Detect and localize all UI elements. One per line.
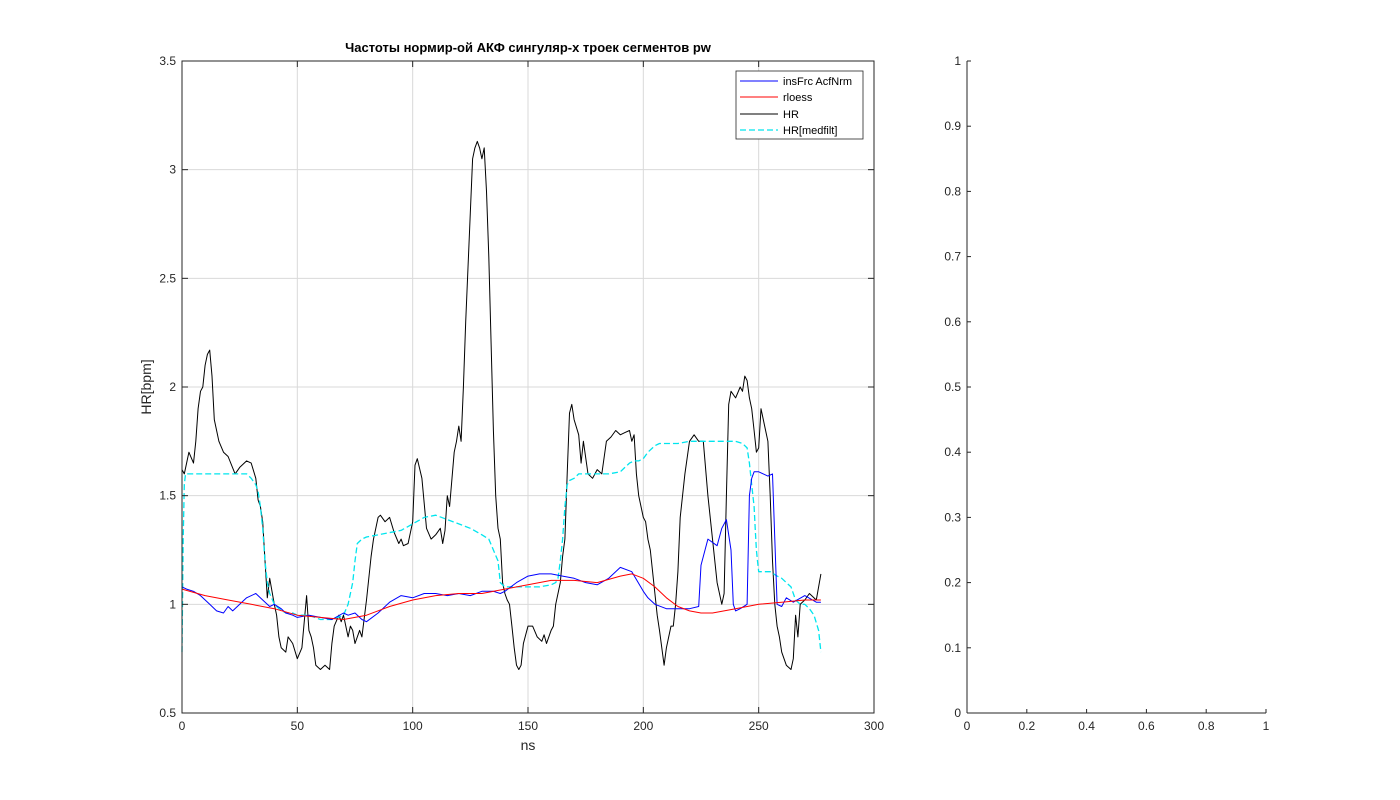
x-tick-label: 200 [633,719,653,733]
series-line-rloess [181,573,821,620]
secondary-axes: 0 0.2 0.4 0.6 0.8 1 0 0.1 0.2 0.3 0.4 0.5 0.6 0.7 0.8 0… [944,54,1269,733]
main-axes: 0 50 100 150 200 250 300 0.5 1 1.5 2 2.5 3 3.5 Частот… [138,40,884,753]
main-series [181,140,822,670]
secondary-y-tick-label: 0.6 [944,315,961,329]
secondary-x-tick-label: 1 [1263,719,1270,733]
y-axis-label: HR[bpm] [138,359,154,414]
series-line-insfrc-acfnrm [181,471,821,623]
secondary-x-tick-label: 0.4 [1078,719,1095,733]
legend-label-hr: HR [783,109,799,121]
main-grid [182,61,874,713]
x-tick-label: 100 [403,719,423,733]
y-tick-label: 1 [169,597,176,611]
secondary-y-tick-label: 0.3 [944,510,961,524]
secondary-x-tick-label: 0.2 [1018,719,1035,733]
secondary-y-tick-label: 0.4 [944,445,961,459]
secondary-plot-area [967,61,1266,713]
y-tick-label: 1.5 [159,489,176,503]
x-tick-label: 0 [179,719,186,733]
legend-label-insfrc: insFrc AcfNrm [783,76,852,88]
y-tick-label: 0.5 [159,706,176,720]
secondary-y-tick-label: 0.7 [944,250,961,264]
y-tick-label: 2.5 [159,271,176,285]
secondary-x-tick-label: 0.6 [1138,719,1155,733]
series-line-hr [181,140,822,670]
y-tick-label: 3.5 [159,54,176,68]
chart-title: Частоты нормир-ой АКФ сингуляр-х троек с… [345,40,712,55]
x-tick-label: 150 [518,719,538,733]
secondary-y-tick-label: 0.8 [944,184,961,198]
secondary-x-tick-label: 0 [964,719,971,733]
x-tick-label: 300 [864,719,884,733]
secondary-y-tick-label: 0.5 [944,380,961,394]
secondary-y-tick-label: 0.1 [944,641,961,655]
legend: insFrc AcfNrm rloess HR HR[medfilt] [735,70,864,140]
secondary-ticks: 0 0.2 0.4 0.6 0.8 1 0 0.1 0.2 0.3 0.4 0.5 0.6 0.7 0.8 0… [944,54,1269,733]
x-tick-label: 250 [749,719,769,733]
secondary-y-tick-label: 0 [954,706,961,720]
legend-box [735,70,864,140]
secondary-x-tick-label: 0.8 [1198,719,1215,733]
x-axis-label: ns [521,737,536,753]
secondary-y-tick-label: 1 [954,54,961,68]
secondary-y-tick-label: 0.2 [944,576,961,590]
legend-label-rloess: rloess [783,92,813,104]
main-ticks: 0 50 100 150 200 250 300 0.5 1 1.5 2 2.5 3 3.5 [159,54,884,733]
series-line-hr-medfilt [181,440,822,653]
secondary-y-tick-label: 0.9 [944,119,961,133]
y-tick-label: 3 [169,163,176,177]
y-tick-label: 2 [169,380,176,394]
x-tick-label: 50 [291,719,305,733]
legend-label-hr-medfilt: HR[medfilt] [783,125,837,137]
